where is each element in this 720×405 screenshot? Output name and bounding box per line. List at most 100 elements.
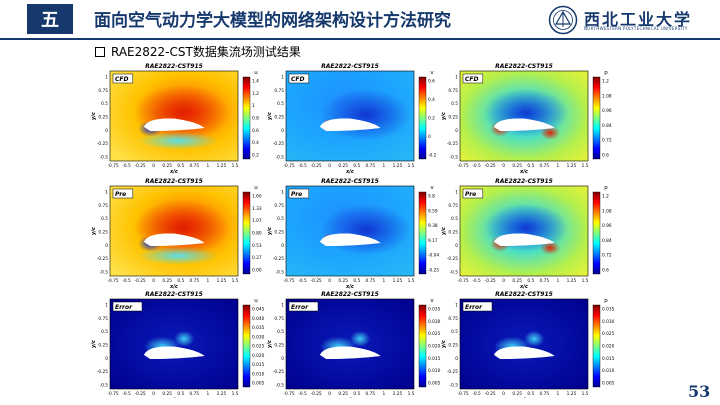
x-tick-label: 1.5 — [582, 278, 589, 284]
x-tick-label: -0.25 — [311, 391, 322, 397]
x-tick-label: 1.5 — [408, 278, 415, 284]
x-tick-label: -0.75 — [457, 278, 468, 284]
colorbar-tick-label: 0.010 — [252, 371, 265, 377]
x-axis-label: x/c — [169, 397, 178, 398]
panel-title: RAE2822-CST915 — [321, 178, 379, 185]
colorbar-variable-label: p — [604, 70, 608, 76]
x-tick-label: 1.25 — [393, 163, 403, 169]
data-tag-label: Error — [465, 304, 483, 311]
colorbar — [242, 191, 251, 275]
y-tick-label: 0.25 — [274, 343, 284, 349]
subheading-text: RAE2822-CST数据集流场测试结果 — [111, 45, 301, 59]
colorbar-tick-label: 0.005 — [252, 381, 265, 387]
lower-region — [138, 246, 219, 265]
x-tick-label: 1.25 — [393, 278, 403, 284]
colorbar-tick-label: 0 — [428, 134, 431, 140]
y-tick-label: 0.25 — [98, 230, 108, 236]
plot-frame — [459, 70, 589, 162]
colorbar-tick-label: 0.030 — [602, 319, 615, 325]
data-tag-label: CFD — [291, 76, 305, 83]
y-tick-label: 0.75 — [448, 203, 458, 209]
y-tick-label: -0.5 — [100, 383, 109, 389]
x-tick-label: 0.5 — [177, 278, 184, 284]
x-tick-label: 1.25 — [217, 278, 227, 284]
x-axis-label: x/c — [345, 397, 354, 398]
y-tick-label: 0.5 — [451, 329, 458, 335]
x-tick-label: -0.25 — [135, 278, 146, 284]
x-tick-label: -0.75 — [107, 278, 118, 284]
x-tick-label: 1 — [383, 278, 386, 284]
colorbar-tick-label: 0.72 — [602, 138, 612, 144]
y-tick-label: -0.5 — [276, 270, 285, 276]
colorbar-tick-label: 1.2 — [602, 194, 609, 200]
colorbar-tick-label: -0.04 — [428, 253, 439, 259]
panel-cfd-p: RAE2822-CST915 CFD -0.75 -0.5 -0.25 0 0.25 0.5 0… — [441, 63, 612, 175]
y-tick-label: -0.25 — [273, 256, 284, 262]
y-tick-label: 0.5 — [277, 216, 284, 222]
colorbar-variable-label: v — [430, 70, 434, 76]
colorbar-tick-label: 9.59 — [428, 208, 438, 214]
x-tick-label: 0 — [502, 391, 505, 397]
y-tick-label: 0.5 — [101, 329, 108, 335]
airfoil-shape — [319, 233, 381, 247]
data-tag-box — [462, 301, 493, 312]
x-tick-label: -0.75 — [457, 163, 468, 169]
x-tick-label: -0.75 — [457, 391, 468, 397]
y-axis-label: y/c — [91, 112, 97, 120]
y-tick-label: 0 — [281, 243, 284, 249]
y-tick-label: 0 — [281, 356, 284, 362]
y-axis-label: y/c — [441, 227, 447, 235]
y-tick-label: 0.25 — [448, 343, 458, 349]
x-tick-label: 1.25 — [217, 391, 227, 397]
colorbar-tick-label: 9.38 — [428, 223, 438, 229]
colorbar-tick-label: 0.030 — [252, 334, 265, 340]
y-tick-label: -0.5 — [450, 383, 459, 389]
x-tick-label: 1 — [557, 391, 560, 397]
colorbar-variable-label: u — [254, 185, 258, 191]
x-tick-label: 1.5 — [582, 391, 589, 397]
plot-frame — [109, 298, 239, 390]
colorbar-tick-label: 0.025 — [602, 331, 615, 337]
y-tick-label: 0.5 — [451, 101, 458, 107]
x-tick-label: 0.25 — [162, 391, 172, 397]
x-tick-label: 0.75 — [366, 163, 376, 169]
data-tag-box — [462, 188, 484, 199]
x-axis-label: x/c — [519, 284, 528, 290]
y-tick-label: 0 — [455, 128, 458, 134]
plot-frame — [285, 185, 415, 277]
y-tick-label: 0.75 — [98, 316, 108, 322]
page-number: 53 — [688, 382, 711, 401]
colorbar-tick-label: 0.6 — [602, 153, 609, 159]
x-tick-label: 0 — [328, 278, 331, 284]
colorbar-tick-label: 1.07 — [252, 218, 262, 224]
panel-title: RAE2822-CST915 — [145, 63, 203, 70]
colorbar-tick-label: 1.2 — [602, 79, 609, 85]
colorbar-tick-label: 0.010 — [428, 368, 441, 374]
x-axis-label: x/c — [345, 169, 354, 175]
x-tick-label: 0.75 — [540, 391, 550, 397]
section-number-badge: 五 — [27, 4, 73, 34]
panel-cfd-v: RAE2822-CST915 CFD -0.75 -0.5 -0.25 0 0.25 0.5 0… — [267, 63, 437, 175]
x-tick-label: 0 — [328, 391, 331, 397]
y-tick-label: 0.75 — [448, 316, 458, 322]
data-tag-box — [288, 188, 310, 199]
panel-title: RAE2822-CST915 — [145, 291, 203, 298]
y-axis-label: y/c — [267, 227, 273, 235]
y-tick-label: 1 — [105, 303, 108, 309]
flow-field-figure: RAE2822-CST915 CFD -0.75 -0.5 -0.25 0 0.25 0.5 0… — [91, 63, 615, 403]
data-tag-box — [288, 301, 319, 312]
data-tag-label: CFD — [115, 76, 129, 83]
data-tag-label: Pre — [465, 191, 476, 198]
colorbar-tick-label: -0.2 — [428, 153, 437, 159]
colorbar-tick-label: 0.4 — [252, 140, 259, 146]
y-tick-label: -0.25 — [273, 141, 284, 147]
panel-cfd-u: RAE2822-CST915 CFD -0.75 -0.5 -0.25 0 0.25 0.5 0… — [91, 63, 259, 175]
colorbar-tick-label: 0.00 — [252, 268, 262, 274]
panel-error-u: RAE2822-CST915 Error -0.75 -0.5 -0.25 0 0.25 0.… — [91, 291, 265, 403]
colorbar-tick-label: 0.015 — [252, 362, 265, 368]
colorbar-tick-label: 0.035 — [428, 307, 441, 313]
error-hotspot — [524, 330, 545, 347]
x-tick-label: 1 — [557, 278, 560, 284]
y-tick-label: 0 — [281, 128, 284, 134]
panel-pre-v: RAE2822-CST915 Pre -0.75 -0.5 -0.25 0 0.25 0.5 0… — [267, 178, 439, 290]
